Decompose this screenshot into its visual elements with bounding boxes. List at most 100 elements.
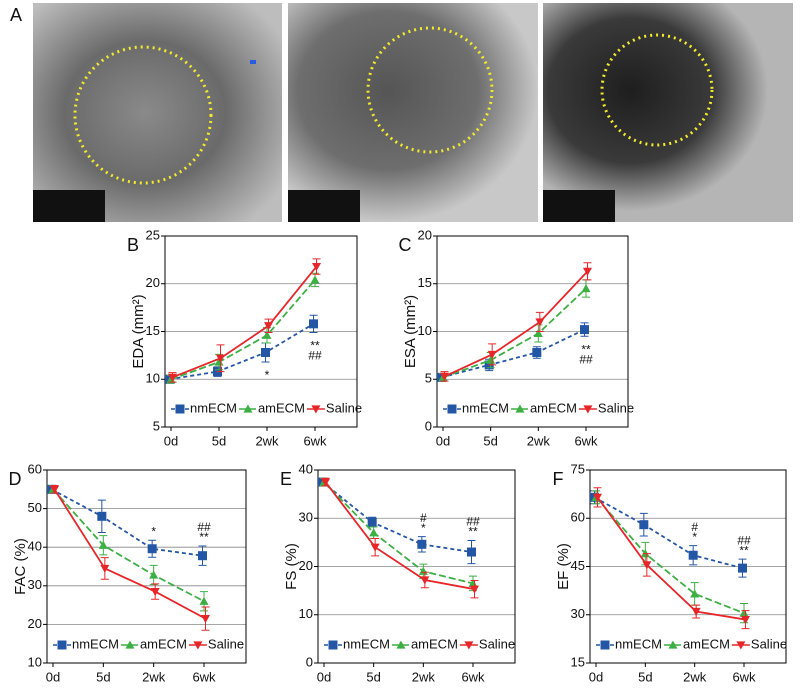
line-chart: D FAC (%) 10 20 30 40 50 60 0d 5d 2wk 6wk * ##** nmECM… — [9, 461, 247, 684]
y-tick-label: 60 — [571, 510, 585, 525]
x-tick-label: 5d — [96, 669, 110, 684]
annotation: ## — [579, 352, 593, 366]
marker — [639, 520, 649, 530]
annotation: # — [420, 511, 427, 525]
marker — [396, 640, 406, 649]
marker — [98, 540, 108, 549]
marker — [741, 615, 750, 625]
marker — [583, 405, 593, 414]
panel-label: F — [553, 469, 564, 489]
y-tick-label: 60 — [28, 461, 42, 476]
legend-label: amECM — [140, 636, 187, 651]
legend-label: Saline — [208, 636, 244, 651]
x-tick-label: 5d — [483, 433, 497, 448]
y-tick-label: 40 — [28, 539, 42, 554]
marker — [467, 547, 476, 557]
series-line — [442, 287, 587, 379]
marker — [583, 267, 592, 276]
y-tick-label: 15 — [146, 323, 160, 338]
marker — [50, 485, 59, 494]
series-line — [172, 265, 318, 379]
panel-label: B — [127, 235, 139, 255]
annotation: ** — [739, 543, 749, 557]
y-tick-label: 75 — [571, 461, 585, 476]
marker — [147, 544, 157, 554]
marker — [311, 405, 321, 414]
series-line — [321, 481, 472, 553]
y-tick-label: 30 — [299, 510, 313, 525]
marker — [125, 640, 135, 649]
marker — [738, 563, 747, 573]
marker — [310, 275, 320, 284]
series-line — [594, 496, 743, 569]
plot-frame — [589, 469, 787, 664]
marker — [199, 596, 209, 605]
x-tick-label: 2wk — [412, 669, 436, 684]
y-tick-label: 20 — [299, 558, 313, 573]
y-tick-label: 15 — [418, 275, 432, 290]
ultrasound-image — [33, 3, 282, 222]
marker — [198, 551, 207, 561]
x-tick-label: 0d — [317, 669, 331, 684]
marker — [690, 589, 700, 598]
x-tick-label: 2wk — [142, 669, 166, 684]
marker — [328, 640, 338, 650]
series-line — [170, 279, 316, 381]
line-chart: E FS (%) 0 10 20 30 40 0d 5d 2wk 6wk #* ##** nmECM amE… — [280, 461, 516, 684]
marker — [668, 640, 678, 649]
marker — [309, 319, 318, 329]
y-tick-label: 0 — [306, 654, 313, 669]
marker — [600, 640, 610, 650]
legend-label: Saline — [751, 636, 787, 651]
legend-label: Saline — [598, 400, 634, 415]
marker — [468, 578, 478, 587]
y-axis-title: EF (%) — [555, 543, 572, 590]
series-line — [596, 496, 746, 621]
marker — [193, 641, 203, 650]
marker — [642, 561, 652, 570]
marker — [440, 372, 449, 381]
y-tick-label: 20 — [418, 227, 432, 242]
series-line — [169, 323, 314, 381]
series-line — [595, 496, 745, 614]
annotation: ** — [468, 525, 478, 539]
legend-label: amECM — [530, 400, 577, 415]
plot-frame — [436, 235, 629, 428]
marker — [100, 564, 110, 573]
x-tick-label: 0d — [436, 433, 450, 448]
y-tick-label: 10 — [418, 323, 432, 338]
legend-label: nmECM — [615, 636, 662, 651]
panel-label: D — [9, 469, 22, 489]
y-tick-label: 15 — [571, 654, 585, 669]
plot-frame — [317, 469, 516, 664]
legend-label: amECM — [411, 636, 458, 651]
y-tick-label: 30 — [571, 606, 585, 621]
y-tick-label: 25 — [146, 227, 160, 242]
marker — [370, 543, 380, 552]
annotation: ## — [466, 515, 480, 529]
legend-label: nmECM — [190, 400, 237, 415]
marker — [243, 404, 253, 413]
annotation: * — [692, 530, 697, 544]
marker — [580, 325, 589, 335]
legend-label: amECM — [683, 636, 730, 651]
marker — [581, 284, 591, 293]
x-tick-label: 6wk — [732, 669, 756, 684]
marker — [321, 478, 330, 487]
marker — [515, 404, 525, 413]
marker — [367, 517, 377, 527]
y-tick-label: 30 — [28, 577, 42, 592]
y-tick-label: 10 — [28, 654, 42, 669]
annotation: * — [265, 368, 270, 382]
legend-label: amECM — [258, 400, 305, 415]
y-tick-label: 5 — [425, 371, 432, 386]
annotation: ** — [581, 342, 591, 356]
y-tick-label: 10 — [146, 371, 160, 386]
marker — [470, 585, 479, 594]
marker — [486, 355, 496, 364]
marker — [214, 357, 224, 366]
x-tick-label: 6wk — [461, 669, 485, 684]
annotation: * — [421, 521, 426, 535]
